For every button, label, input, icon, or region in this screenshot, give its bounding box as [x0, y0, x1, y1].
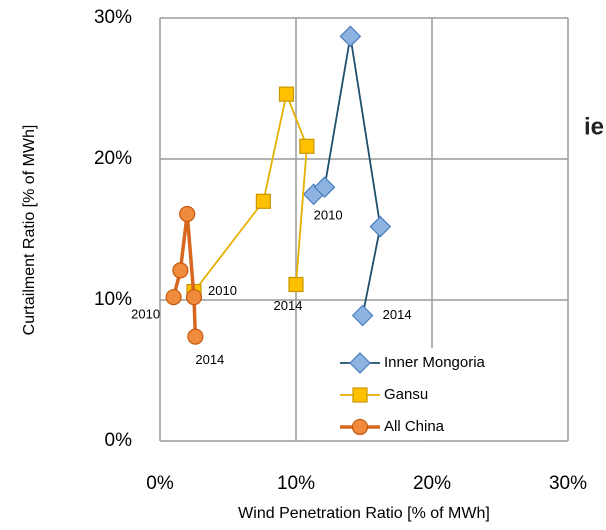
y-tick-label: 0% [105, 430, 133, 451]
marker [179, 205, 196, 223]
annotation: 2014 [195, 352, 224, 367]
annotation: 2014 [383, 307, 412, 322]
marker [187, 328, 204, 345]
x-tick-label: 0% [146, 473, 174, 494]
marker [351, 304, 374, 327]
annotation: 2010 [314, 208, 343, 223]
marker [313, 176, 336, 199]
marker [172, 262, 189, 279]
clipped-text: ie [584, 113, 604, 140]
marker [299, 138, 315, 154]
marker [255, 193, 271, 209]
x-tick-label: 10% [277, 473, 315, 494]
series-line [193, 91, 308, 293]
marker [165, 289, 182, 306]
series-line [313, 36, 382, 316]
annotation: 2010 [208, 283, 237, 298]
marker [352, 387, 368, 403]
marker [349, 352, 371, 374]
y-tick-label: 30% [94, 7, 132, 28]
annotation: 2014 [274, 298, 303, 313]
marker [185, 289, 203, 306]
legend-label: Inner Mongoria [384, 354, 486, 371]
y-tick-label: 10% [94, 289, 132, 310]
annotation: 2010 [131, 307, 160, 322]
x-tick-label: 20% [413, 473, 451, 494]
y-axis-label: Curtailment Ratio [% of MWh] [21, 125, 38, 336]
marker [288, 276, 304, 293]
marker [278, 86, 295, 102]
legend-label: All China [384, 418, 445, 435]
y-tick-label: 20% [94, 148, 132, 169]
marker [369, 215, 392, 238]
x-tick-label: 30% [549, 473, 587, 494]
marker [351, 418, 369, 436]
legend-label: Gansu [384, 386, 428, 403]
legend: Inner Mongoria Gansu All China [332, 348, 544, 440]
marker [339, 25, 362, 48]
x-axis-label: Wind Penetration Ratio [% of MWh] [238, 505, 490, 522]
